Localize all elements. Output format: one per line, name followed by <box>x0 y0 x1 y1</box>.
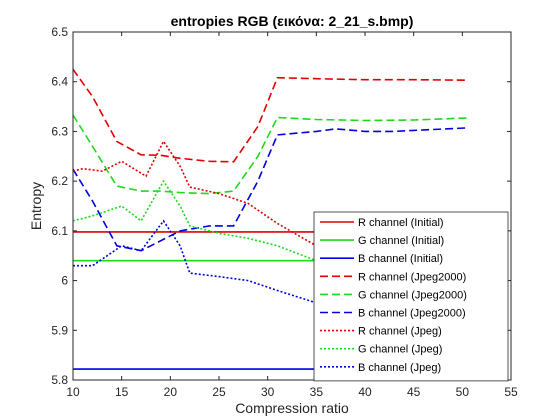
legend-label-3: R channel (Jpeg2000) <box>358 271 466 283</box>
y-tick-label: 5.9 <box>51 323 68 337</box>
y-tick-label: 6.2 <box>51 174 68 188</box>
y-tick-label: 6.1 <box>51 224 68 238</box>
legend-label-7: G channel (Jpeg) <box>358 344 442 356</box>
axes-box <box>72 31 512 381</box>
legend-label-6: R channel (Jpeg) <box>358 326 442 338</box>
x-tick-label: 30 <box>261 385 275 399</box>
legend-label-0: R channel (Initial) <box>358 217 444 229</box>
legend: R channel (Initial) G channel (Initial) B … <box>313 211 509 382</box>
x-tick-label: 10 <box>66 385 80 399</box>
y-tick-label: 5.8 <box>51 373 68 387</box>
x-axis-label: Compression ratio <box>235 400 349 416</box>
x-tick-label: 35 <box>310 385 324 399</box>
y-axis-label: Entropy <box>28 182 44 230</box>
x-tick-label: 40 <box>358 385 372 399</box>
legend-label-4: G channel (Jpeg2000) <box>358 289 467 301</box>
legend-label-2: B channel (Initial) <box>358 253 443 265</box>
legend-label-8: B channel (Jpeg) <box>358 362 441 374</box>
legend-label-1: G channel (Initial) <box>358 235 444 247</box>
legend-label-5: B channel (Jpeg2000) <box>358 308 466 320</box>
x-tick-label: 50 <box>456 385 470 399</box>
axes: 10 15 20 25 30 35 40 45 50 55 5.8 5.9 6 6.1 6.2 6.3 6.4 6… <box>51 25 518 399</box>
x-tick-label: 20 <box>164 385 178 399</box>
series-line-5 <box>72 127 468 252</box>
series-line-4 <box>72 114 468 195</box>
series-layer <box>72 68 468 370</box>
x-tick-label: 25 <box>212 385 226 399</box>
y-tick-label: 6.5 <box>51 25 68 39</box>
x-tick-label: 55 <box>504 385 518 399</box>
y-tick-label: 6 <box>61 274 68 288</box>
x-tick-label: 45 <box>407 385 421 399</box>
chart-title: entropies RGB (εικόνα: 2_21_s.bmp) <box>171 13 414 29</box>
series-line-7 <box>72 179 317 262</box>
x-tick-label: 15 <box>115 385 129 399</box>
y-tick-label: 6.3 <box>51 124 68 138</box>
series-line-8 <box>73 219 317 304</box>
series-line-3 <box>72 68 468 163</box>
y-tick-label: 6.4 <box>51 75 68 89</box>
series-line-6 <box>72 139 317 247</box>
